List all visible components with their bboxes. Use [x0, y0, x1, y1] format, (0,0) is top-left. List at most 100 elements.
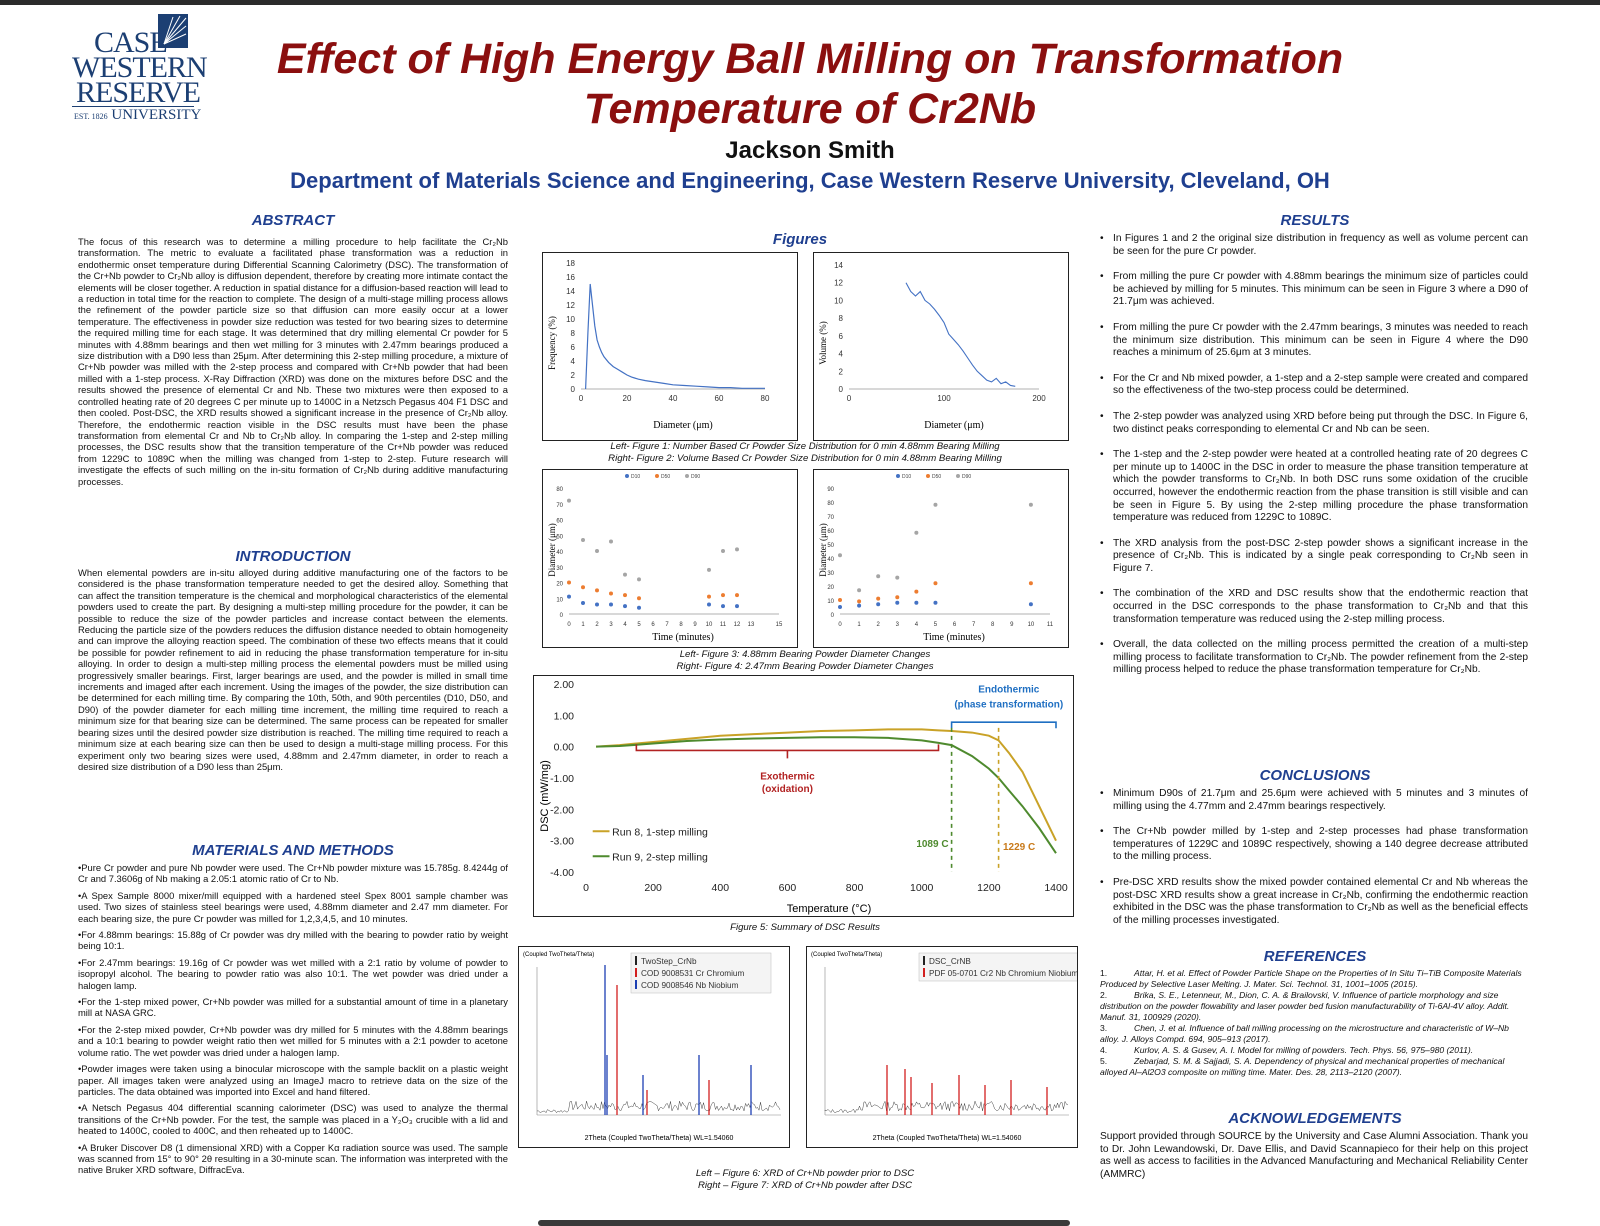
dsc-series-1 [596, 728, 1057, 842]
results-list: In Figures 1 and 2 the original size dis… [1100, 233, 1528, 690]
xrd-legend-box [630, 952, 772, 994]
dsc-series-2 [596, 736, 1057, 854]
xrd-legend-label: DSC_CrNB [929, 957, 971, 966]
x-tick-label: 15 [776, 622, 783, 628]
data-point-d50 [707, 594, 711, 599]
data-point-d10 [838, 605, 842, 609]
fig3-caption: Left- Figure 3: 4.88mm Bearing Powder Di… [679, 649, 931, 660]
fig7-xlabel: 2Theta (Coupled TwoTheta/Theta) WL=1.540… [873, 1135, 1022, 1142]
xrd-legend-swatch [923, 968, 925, 977]
data-point-d10 [721, 604, 725, 609]
x-tick-label: 1400 [1044, 882, 1068, 894]
conclusions-item: Minimum D90s of 21.7μm and 25.6μm were a… [1100, 788, 1528, 813]
data-point-d90 [567, 498, 571, 503]
data-point-d10 [876, 602, 881, 607]
x-tick-label: 800 [846, 882, 864, 894]
reference-item: 3. Chen, J. et al. Influence of ball mill… [1100, 1023, 1509, 1044]
xrd-legend-swatch [635, 968, 637, 977]
x-tick-label: 0 [847, 394, 852, 403]
y-tick-label: 12 [566, 301, 575, 310]
horizontal-scrollbar[interactable] [538, 1220, 1070, 1226]
logo-est: EST. 1826 [74, 112, 108, 121]
x-tick-label: 1000 [910, 882, 934, 894]
y-tick-label: 70 [556, 503, 563, 509]
fig4-ylabel: Diameter (μm) [818, 523, 828, 577]
fig4-xlabel: Time (minutes) [923, 632, 985, 643]
fig7-caption: Right – Figure 7: XRD of Cr+Nb powder af… [697, 1180, 913, 1191]
author-name: Jackson Smith [725, 137, 895, 164]
logo-university: UNIVERSITY [111, 107, 202, 123]
legend-label: Run 9, 2-step milling [612, 851, 708, 863]
x-tick-label: 0 [838, 622, 842, 628]
exothermic-label: Exothermic [760, 772, 815, 783]
title-line-2: Temperature of Cr2Nb [583, 85, 1037, 133]
legend-label: D50 [932, 474, 941, 480]
fig6-caption: Left – Figure 6: XRD of Cr+Nb powder pri… [695, 1168, 915, 1179]
x-tick-label: 7 [665, 622, 669, 628]
figure-6-frame: (Coupled TwoTheta/Theta) 2Theta (Coupled… [518, 946, 790, 1148]
x-tick-label: 13 [748, 622, 755, 628]
x-tick-label: 6 [651, 622, 655, 628]
legend-marker [655, 474, 659, 478]
data-point-d10 [895, 600, 900, 605]
data-point-d50 [895, 595, 900, 600]
y-tick-label: -1.00 [550, 773, 574, 785]
legend-label: Run 8, 1-step milling [612, 826, 708, 838]
y-tick-label: 4 [571, 357, 576, 366]
reference-item: 2. Brika, S. E., Letenneur, M., Dion, C. … [1100, 990, 1510, 1022]
data-point-d10 [707, 602, 711, 607]
acknowledgements-text: Support provided through SOURCE by the U… [1100, 1131, 1528, 1180]
data-point-d90 [707, 567, 711, 572]
abstract-text: The focus of this research was to determ… [78, 236, 508, 487]
fig5-xlabel: Temperature (°C) [787, 903, 871, 915]
reference-item: 1. Attar, H. et al. Effect of Powder Part… [1100, 968, 1522, 989]
data-point-d90 [595, 549, 599, 553]
figure-1-chart: Frequency (%) Diameter (μm) 0 2 4 6 8 10 12 14 1… [547, 259, 770, 431]
y-tick-label: 8 [839, 314, 844, 323]
x-tick-label: 0 [583, 882, 589, 894]
legend-label: D90 [962, 474, 971, 480]
x-tick-label: 1 [581, 622, 585, 628]
data-point-d50 [721, 593, 725, 598]
results-item: The 1-step and the 2-step powder were he… [1100, 449, 1528, 525]
data-point-d50 [637, 596, 641, 601]
y-tick-label: 50 [827, 543, 834, 549]
methods-item: •A Spex Sample 8000 mixer/mill equipped … [78, 889, 508, 924]
results-item: In Figures 1 and 2 the original size dis… [1100, 233, 1528, 258]
data-point-d50 [857, 599, 862, 604]
legend-marker [956, 474, 960, 478]
x-tick-label: 1 [857, 622, 861, 628]
fig1-caption: Left- Figure 1: Number Based Cr Powder S… [610, 441, 1000, 452]
y-tick-label: 0 [571, 385, 576, 394]
data-point-d50 [567, 580, 571, 585]
data-point-d10 [735, 604, 739, 609]
results-item: The XRD analysis from the post-DSC 2-ste… [1100, 538, 1528, 576]
figure-5-frame: DSC (mW/mg) Temperature (°C) 2.00 1.00 0.0… [533, 675, 1074, 917]
conclusions-item: Pre-DSC XRD results show the mixed powde… [1100, 877, 1528, 927]
data-point-d90 [623, 572, 627, 577]
data-point-d90 [581, 537, 585, 542]
data-point-d10 [567, 594, 571, 599]
y-tick-label: 90 [827, 487, 834, 493]
data-point-d90 [609, 539, 613, 544]
introduction-heading: INTRODUCTION [235, 548, 351, 565]
x-tick-label: 0 [579, 394, 584, 403]
fig5-caption: Figure 5: Summary of DSC Results [730, 922, 880, 933]
data-point-d50 [876, 596, 881, 601]
conclusions-heading: CONCLUSIONS [1259, 767, 1371, 784]
x-tick-label: 4 [915, 622, 919, 628]
logo-reserve: RESERVE [76, 76, 201, 109]
y-tick-label: 50 [556, 534, 563, 540]
fig1-series-line [585, 283, 765, 390]
data-point-d50 [609, 591, 613, 596]
y-tick-label: 14 [834, 261, 843, 270]
data-point-d50 [914, 589, 919, 594]
logo-western: WESTERN [72, 51, 208, 84]
x-tick-label: 4 [623, 622, 627, 628]
y-tick-label: 0.00 [554, 742, 575, 754]
fig2-xlabel: Diameter (μm) [924, 420, 984, 431]
results-item: Overall, the data collected on the milli… [1100, 639, 1528, 677]
xrd-legend-label: TwoStep_CrNb [641, 957, 697, 966]
y-tick-label: 80 [556, 487, 563, 493]
data-point-d90 [876, 574, 881, 579]
